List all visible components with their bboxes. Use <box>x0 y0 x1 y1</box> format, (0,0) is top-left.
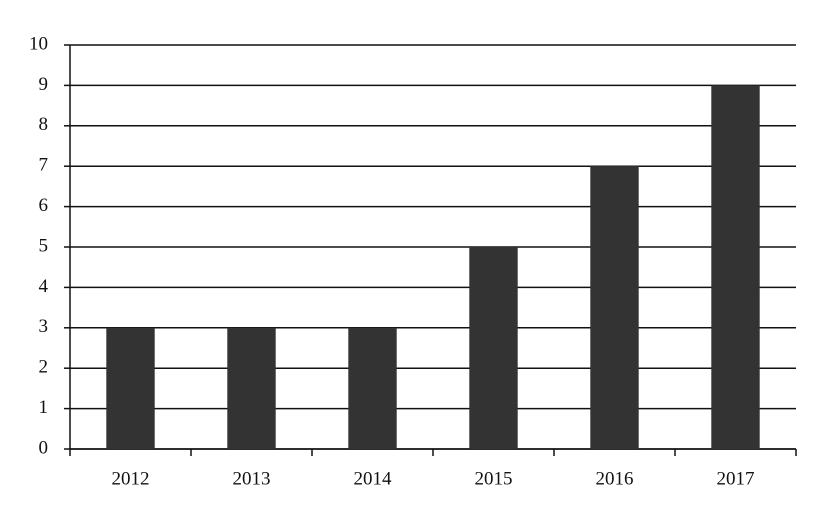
y-tick-label: 9 <box>39 74 49 95</box>
y-tick-label: 3 <box>39 316 49 337</box>
bar <box>590 166 639 449</box>
bar <box>106 327 155 449</box>
y-tick-label: 10 <box>29 33 48 54</box>
x-tick-label: 2016 <box>596 468 634 489</box>
y-tick-label: 6 <box>39 195 49 216</box>
y-tick-label: 1 <box>39 397 49 418</box>
y-tick-label: 7 <box>39 155 49 176</box>
bar <box>469 247 518 449</box>
y-tick-label: 5 <box>39 235 49 256</box>
x-tick-label: 2017 <box>717 468 755 489</box>
y-tick-label: 4 <box>39 276 49 297</box>
bar <box>348 327 397 449</box>
x-tick-label: 2012 <box>112 468 150 489</box>
y-tick-label: 8 <box>39 114 49 135</box>
x-tick-label: 2014 <box>354 468 393 489</box>
x-tick-label: 2013 <box>233 468 271 489</box>
bar <box>227 327 276 449</box>
bar <box>711 85 760 450</box>
y-tick-label: 2 <box>39 357 49 378</box>
x-tick-label: 2015 <box>475 468 513 489</box>
y-tick-label: 0 <box>39 437 49 458</box>
